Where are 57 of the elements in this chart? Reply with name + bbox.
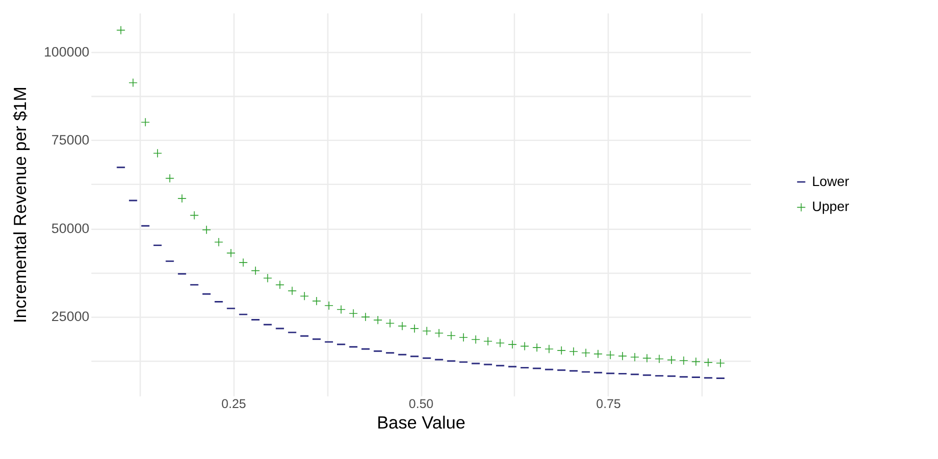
point [349, 309, 358, 318]
point [361, 312, 370, 321]
point [434, 329, 444, 338]
point [226, 248, 236, 258]
point [630, 353, 639, 362]
point [496, 338, 504, 348]
point [642, 354, 652, 362]
y-tick-label: 25000 [51, 308, 90, 324]
x-tick-label: 0.50 [408, 397, 434, 412]
point [532, 344, 541, 352]
point [312, 296, 321, 306]
legend-label: Lower [812, 174, 850, 189]
point [484, 337, 492, 346]
y-tick-label: 75000 [51, 132, 90, 148]
point [116, 26, 125, 34]
point [398, 322, 406, 330]
point [214, 238, 223, 246]
point [264, 274, 272, 282]
point [422, 326, 431, 336]
point [545, 344, 554, 354]
y-tick-label: 100000 [44, 44, 90, 60]
point [594, 350, 602, 358]
point [128, 78, 138, 87]
point [618, 352, 627, 360]
point [606, 350, 614, 360]
y-axis-title: Incremental Revenue per $1M [10, 86, 30, 324]
point [459, 333, 468, 342]
point [251, 266, 260, 275]
point [692, 358, 700, 366]
point [202, 226, 211, 234]
point [239, 258, 248, 267]
point [508, 340, 516, 349]
point [472, 335, 480, 344]
point [667, 356, 676, 364]
point [141, 118, 150, 126]
point [374, 316, 382, 324]
point [178, 194, 186, 202]
point [276, 280, 284, 289]
x-axis-title: Base Value [376, 412, 466, 433]
legend-label: Upper [812, 199, 850, 214]
point [680, 356, 688, 365]
point [300, 292, 308, 300]
point [655, 354, 664, 363]
point [386, 319, 394, 328]
x-tick-label: 0.75 [596, 397, 621, 412]
point [716, 359, 725, 368]
point [410, 324, 419, 333]
point [570, 347, 578, 356]
point [153, 149, 162, 158]
point [337, 305, 346, 314]
y-tick-label: 50000 [51, 220, 90, 236]
point [704, 358, 712, 366]
x-tick-label: 0.25 [221, 397, 246, 412]
point [557, 346, 566, 354]
point [447, 332, 456, 340]
point [582, 348, 590, 357]
point [324, 302, 333, 310]
